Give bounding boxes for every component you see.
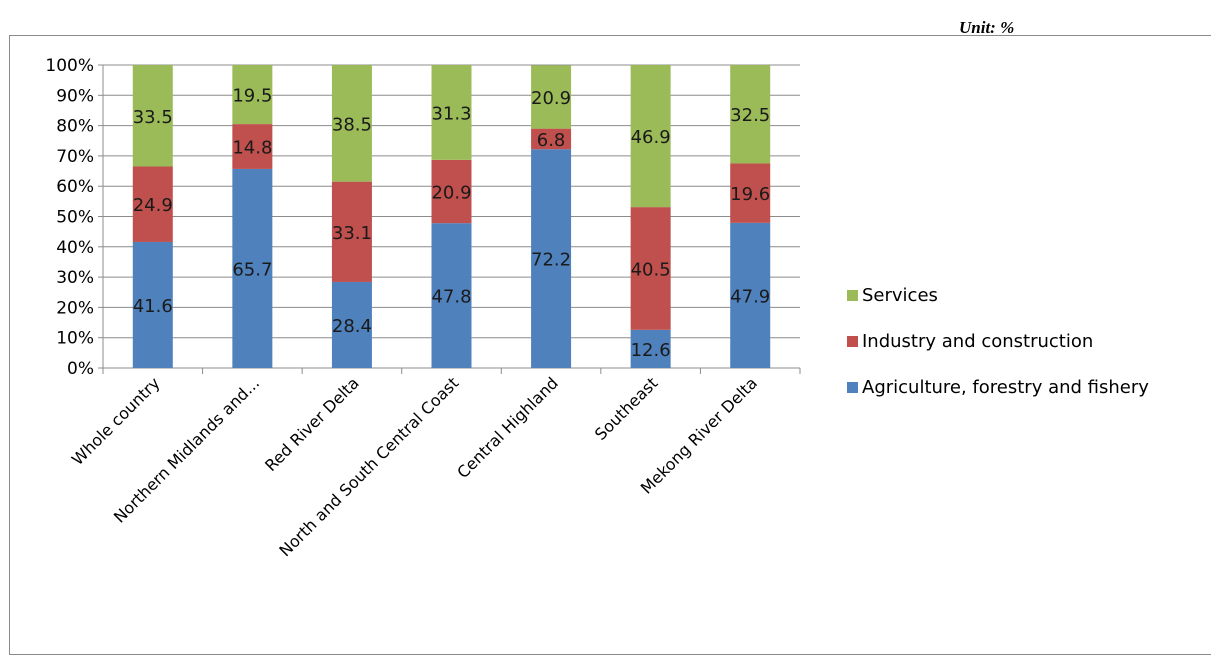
data-label: 28.4 <box>332 316 372 337</box>
bar-segment <box>232 65 273 125</box>
legend-swatch <box>847 336 858 347</box>
legend-label: Agriculture, forestry and fishery <box>862 377 1149 398</box>
bar-segment <box>331 181 372 282</box>
y-tick-label: 20% <box>56 298 94 318</box>
data-label: 41.6 <box>133 296 173 317</box>
bar-segment <box>531 149 572 368</box>
bar-segment <box>630 65 671 208</box>
bar-segment <box>431 65 472 160</box>
legend-swatch <box>847 382 858 393</box>
unit-label: Unit: % <box>959 18 1015 37</box>
category-label: Southeast <box>591 373 662 444</box>
y-tick-label: 30% <box>56 268 94 288</box>
y-tick-label: 0% <box>67 359 94 379</box>
y-tick-label: 100% <box>45 56 94 76</box>
bar-segment <box>331 65 372 182</box>
category-label: Red River Delta <box>261 373 363 475</box>
bar-segment <box>132 166 173 242</box>
data-label: 20.9 <box>431 183 471 204</box>
y-tick-label: 60% <box>56 177 94 197</box>
bar-segment <box>132 65 173 167</box>
bar-segment <box>730 222 771 368</box>
y-tick-label: 90% <box>56 86 94 106</box>
data-label: 6.8 <box>537 130 566 151</box>
legend-swatch <box>847 290 858 301</box>
data-label: 24.9 <box>133 195 173 216</box>
bar-segment <box>630 207 671 330</box>
bar-segment <box>431 159 472 224</box>
y-tick-label: 80% <box>56 117 94 137</box>
bar-segment <box>431 223 472 368</box>
data-label: 38.5 <box>332 114 372 135</box>
bar-segment <box>132 241 173 368</box>
legend-label: Services <box>862 285 938 306</box>
data-label: 72.2 <box>531 250 571 271</box>
data-label: 19.6 <box>730 184 770 205</box>
bar-segment <box>531 65 572 129</box>
data-label: 46.9 <box>631 127 671 148</box>
category-label: Central Highland <box>453 373 562 482</box>
bar-segment <box>232 124 273 169</box>
data-label: 12.6 <box>631 340 671 361</box>
category-label: Whole country <box>68 373 164 469</box>
category-label: North and South Central Coast <box>275 373 462 560</box>
data-label: 19.5 <box>232 86 272 107</box>
bar-segment <box>730 65 771 164</box>
y-tick-label: 40% <box>56 238 94 258</box>
data-label: 31.3 <box>431 103 471 124</box>
data-label: 32.5 <box>730 105 770 126</box>
bar-segment <box>331 281 372 368</box>
data-label: 65.7 <box>232 259 272 280</box>
data-label: 33.5 <box>133 107 173 128</box>
y-tick-label: 10% <box>56 329 94 349</box>
bar-segment <box>232 168 273 368</box>
y-tick-label: 50% <box>56 208 94 228</box>
y-tick-label: 70% <box>56 147 94 167</box>
bar-segment <box>630 329 671 368</box>
data-label: 14.8 <box>232 138 272 159</box>
data-label: 47.9 <box>730 286 770 307</box>
legend-label: Industry and construction <box>862 331 1093 352</box>
data-label: 47.8 <box>431 287 471 308</box>
bar-segment <box>531 128 572 150</box>
data-label: 20.9 <box>531 88 571 109</box>
bar-segment <box>730 163 771 223</box>
data-label: 33.1 <box>332 223 372 244</box>
data-label: 40.5 <box>631 259 671 280</box>
